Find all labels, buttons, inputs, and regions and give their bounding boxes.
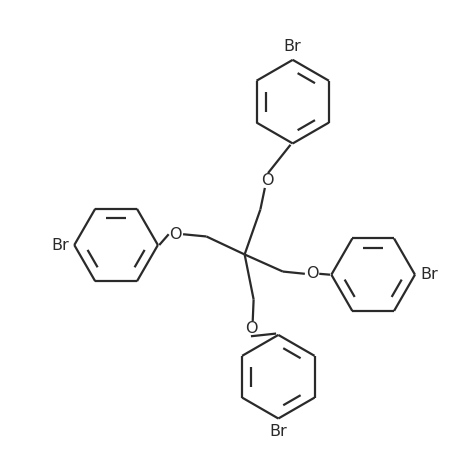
Text: Br: Br <box>284 40 302 55</box>
Text: Br: Br <box>420 267 438 282</box>
Text: Br: Br <box>270 424 287 439</box>
Text: Br: Br <box>51 238 69 253</box>
Text: O: O <box>170 227 182 242</box>
Text: O: O <box>306 266 319 281</box>
Text: O: O <box>261 173 273 188</box>
Text: O: O <box>245 321 258 336</box>
